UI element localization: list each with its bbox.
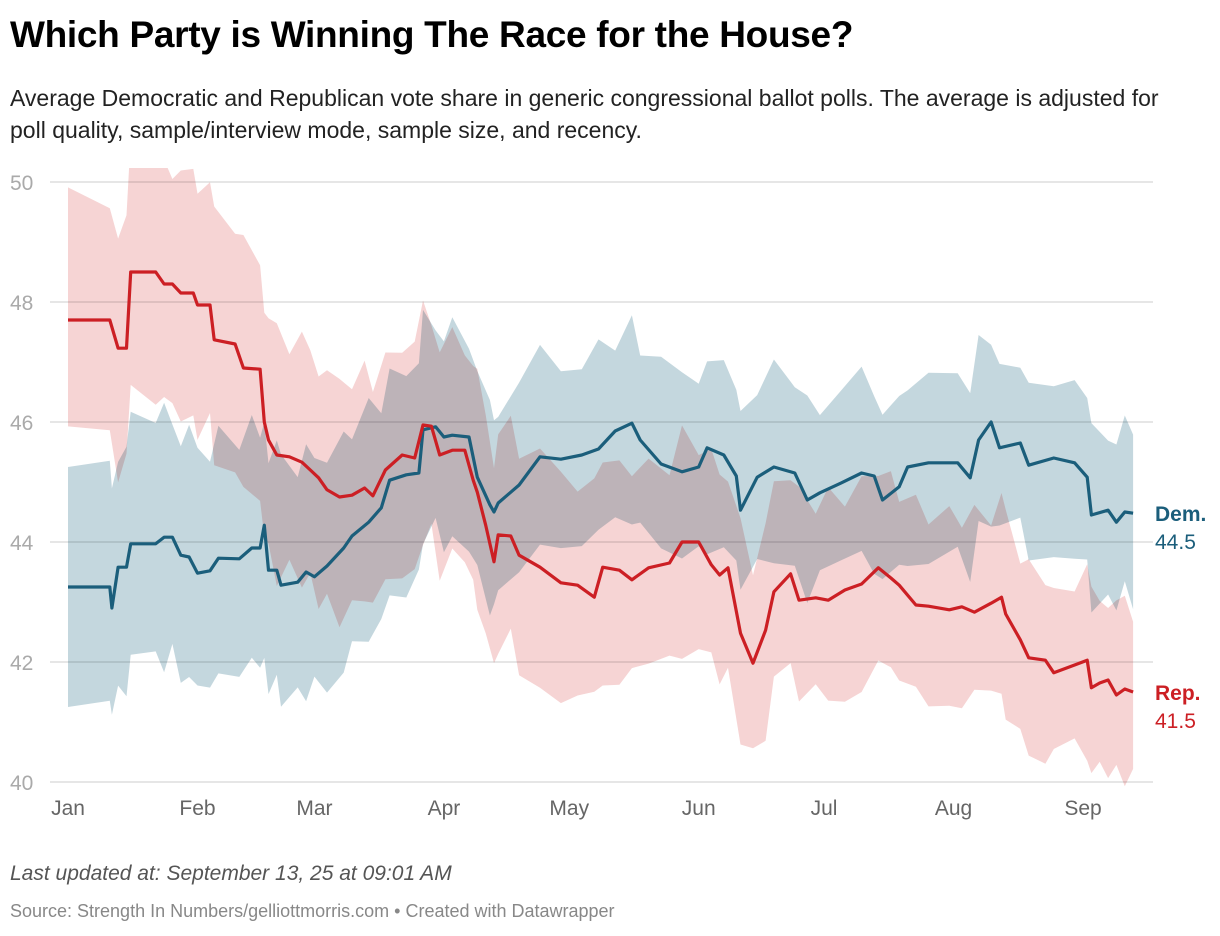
rep-series-label: Rep. — [1155, 682, 1201, 705]
x-tick-label: Feb — [179, 797, 215, 820]
y-tick-label: 48 — [10, 292, 33, 315]
chart-title: Which Party is Winning The Race for the … — [10, 14, 854, 55]
x-tick-label: Jan — [51, 797, 85, 820]
y-tick-label: 42 — [10, 652, 33, 675]
dem-series-label: Dem. — [1155, 503, 1206, 526]
rep-confidence-band — [68, 168, 1134, 787]
source-credit: Source: Strength In Numbers/gelliottmorr… — [10, 901, 615, 921]
y-tick-label: 40 — [10, 772, 33, 795]
x-tick-label: Jul — [811, 797, 838, 820]
rep-average-line — [68, 270, 1134, 697]
x-tick-label: Jun — [682, 797, 716, 820]
x-tick-label: Mar — [296, 797, 332, 820]
y-tick-label: 46 — [10, 412, 33, 435]
last-updated: Last updated at: September 13, 25 at 09:… — [10, 862, 452, 885]
x-tick-label: Aug — [935, 797, 972, 820]
y-tick-label: 44 — [10, 532, 34, 555]
x-tick-label: May — [549, 797, 589, 820]
x-tick-label: Apr — [428, 797, 461, 820]
dem-end-value: 44.5 — [1155, 531, 1196, 554]
chart-subtitle: Average Democratic and Republican vote s… — [10, 85, 1159, 143]
rep-end-value: 41.5 — [1155, 710, 1196, 733]
dem-average-line — [68, 420, 1134, 610]
x-tick-label: Sep — [1064, 797, 1101, 820]
y-tick-label: 50 — [10, 172, 33, 195]
